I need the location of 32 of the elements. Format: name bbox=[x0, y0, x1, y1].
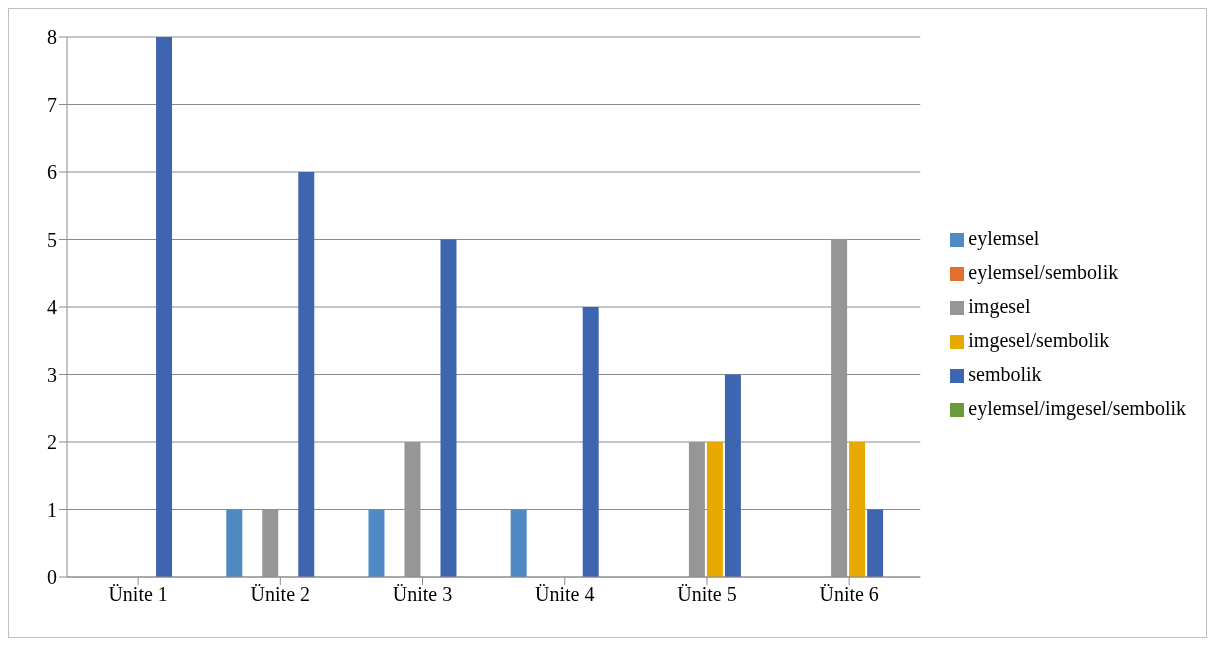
bar bbox=[582, 307, 599, 577]
bar bbox=[706, 442, 723, 577]
x-tick-label: Ünite 3 bbox=[392, 583, 453, 606]
bar bbox=[510, 509, 527, 577]
legend-label: sembolik bbox=[968, 363, 1042, 385]
bar bbox=[440, 239, 457, 577]
y-tick-label: 0 bbox=[47, 566, 57, 589]
y-tick-label: 7 bbox=[47, 93, 57, 116]
y-tick-label: 4 bbox=[47, 296, 57, 319]
legend-label: eylemsel/imgesel/sembolik bbox=[968, 397, 1186, 419]
y-tick-label: 1 bbox=[47, 498, 57, 521]
bar bbox=[849, 442, 866, 577]
bar bbox=[226, 509, 243, 577]
bar bbox=[724, 374, 741, 577]
x-tick-label: Ünite 1 bbox=[108, 583, 168, 606]
y-tick-label: 3 bbox=[47, 363, 57, 386]
legend-label: eylemsel/sembolik bbox=[968, 261, 1119, 283]
y-tick-label: 6 bbox=[47, 161, 57, 184]
x-tick-label: Ünite 4 bbox=[535, 583, 595, 606]
legend-label: imgesel/sembolik bbox=[968, 329, 1110, 351]
y-tick-label: 2 bbox=[47, 431, 57, 454]
x-tick-label: Ünite 5 bbox=[677, 583, 737, 606]
x-tick-label: Ünite 2 bbox=[250, 583, 311, 606]
bar bbox=[867, 509, 884, 577]
bar bbox=[368, 509, 385, 577]
bar bbox=[156, 37, 173, 577]
y-tick-label: 5 bbox=[47, 228, 57, 251]
bar bbox=[298, 172, 315, 577]
legend-label: imgesel bbox=[968, 295, 1031, 317]
y-tick-label: 8 bbox=[47, 26, 57, 49]
x-tick-label: Ünite 6 bbox=[819, 583, 879, 606]
legend-label: eylemsel bbox=[968, 227, 1040, 249]
